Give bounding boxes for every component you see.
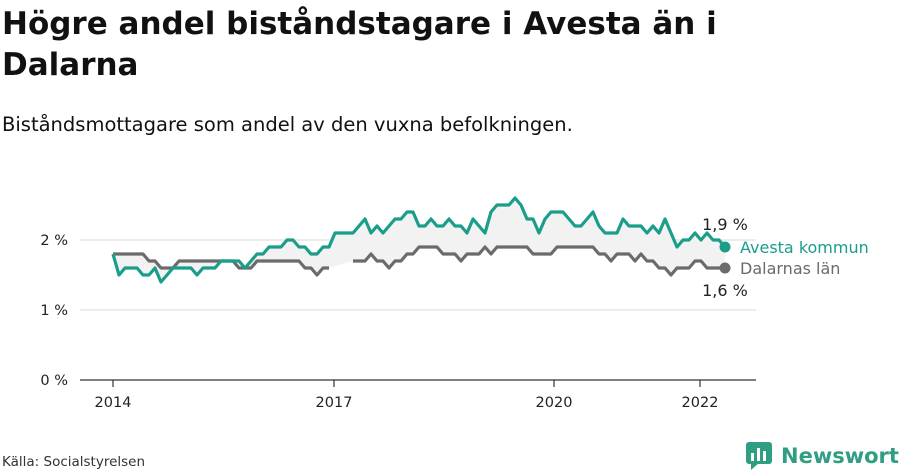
end-value-avesta: 1,9 % — [702, 215, 748, 234]
brand-name: Newsworthy — [781, 444, 900, 468]
chart-subtitle: Biståndsmottagare som andel av den vuxna… — [2, 113, 573, 136]
brand-logo[interactable]: Newsworthy — [745, 441, 900, 471]
series-line-avesta — [111, 196, 727, 284]
bar-chart-speech-bubble-icon — [746, 442, 772, 470]
series-label-dalarna: Dalarnas län — [740, 259, 840, 278]
end-value-dalarna: 1,6 % — [702, 281, 748, 300]
end-marker-dalarna — [719, 262, 731, 274]
y-tick-label: 0 % — [40, 373, 68, 389]
y-tick-label: 2 % — [40, 233, 68, 249]
x-axis: 2014 2017 2020 2022 — [80, 379, 756, 411]
chart-title: Högre andel biståndstagare i Avesta än i… — [2, 6, 717, 83]
x-tick-label: 2020 — [536, 395, 573, 411]
x-tick-label: 2022 — [682, 395, 719, 411]
source-note: Källa: Socialstyrelsen — [2, 454, 146, 470]
y-axis-ticks: 0 % 1 % 2 % — [40, 233, 68, 389]
end-marker-avesta — [719, 241, 731, 253]
series-lines — [111, 196, 727, 284]
end-labels: 1,9 % 1,6 % Avesta kommun Dalarnas län — [702, 215, 869, 300]
y-tick-label: 1 % — [40, 303, 68, 319]
series-label-avesta: Avesta kommun — [740, 238, 869, 257]
x-tick-label: 2014 — [95, 395, 132, 411]
x-tick-label: 2017 — [316, 395, 353, 411]
